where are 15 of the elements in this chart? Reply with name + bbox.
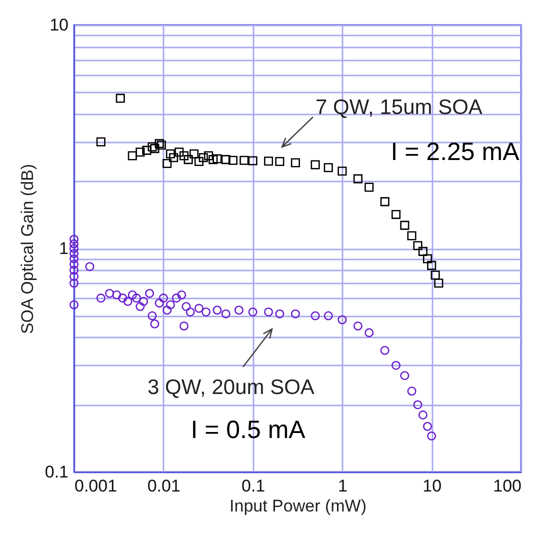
x-tick-label: 10 bbox=[422, 476, 442, 496]
y-tick-label: 1 bbox=[59, 239, 68, 258]
x-tick-label: 100 bbox=[493, 476, 522, 496]
annotation: 3 QW, 20um SOA bbox=[148, 376, 314, 399]
annotation: I = 0.5 mA bbox=[190, 416, 306, 444]
annotation: 7 QW, 15um SOA bbox=[316, 96, 482, 119]
x-tick-label: 1 bbox=[338, 476, 348, 496]
annotation: I = 2.25 mA bbox=[390, 138, 520, 166]
y-tick-label: 0.1 bbox=[44, 462, 68, 482]
y-axis-title: SOA Optical Gain (dB) bbox=[18, 164, 37, 334]
x-tick-label: 0.001 bbox=[74, 476, 118, 496]
x-axis-title: Input Power (mW) bbox=[230, 496, 366, 516]
x-tick-label: 0.01 bbox=[147, 476, 180, 496]
x-tick-label: 0.1 bbox=[241, 476, 266, 496]
y-tick-label: 10 bbox=[50, 16, 68, 34]
